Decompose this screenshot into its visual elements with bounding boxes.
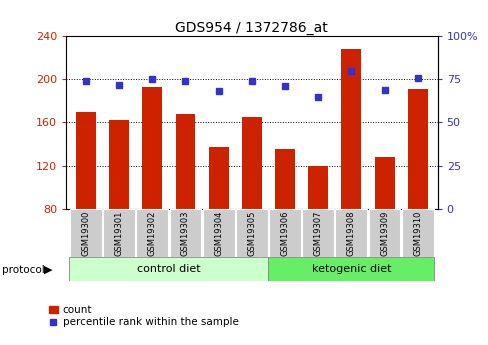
Text: GSM19305: GSM19305 [247,210,256,256]
Text: GSM19300: GSM19300 [81,210,90,256]
Bar [136,209,168,257]
Bar [142,87,162,209]
Bar [401,209,433,257]
Text: ▶: ▶ [43,265,52,275]
Text: GSM19308: GSM19308 [346,210,355,256]
Text: ketogenic diet: ketogenic diet [311,264,390,274]
Legend: count, percentile rank within the sample: count, percentile rank within the sample [49,305,238,327]
Bar [242,117,261,209]
Text: GSM19310: GSM19310 [412,210,421,256]
Text: GSM19302: GSM19302 [147,210,157,256]
Bar [368,209,400,257]
Text: control diet: control diet [137,264,200,274]
Bar [109,120,129,209]
Text: GSM19304: GSM19304 [214,210,223,256]
Bar [69,257,268,281]
Bar [268,257,433,281]
Text: GSM19303: GSM19303 [181,210,189,256]
Bar [335,209,366,257]
Bar [169,209,201,257]
Bar [407,89,427,209]
Bar [76,112,96,209]
Bar [208,147,228,209]
Bar [235,209,267,257]
Title: GDS954 / 1372786_at: GDS954 / 1372786_at [175,21,327,35]
Bar [175,114,195,209]
Bar [341,49,361,209]
Bar [203,209,234,257]
Bar [268,209,300,257]
Bar [103,209,135,257]
Text: GSM19306: GSM19306 [280,210,289,256]
Bar [274,149,294,209]
Text: GSM19301: GSM19301 [114,210,123,256]
Text: protocol: protocol [2,265,45,275]
Bar [70,209,102,257]
Bar [307,166,327,209]
Bar [374,157,394,209]
Text: GSM19307: GSM19307 [313,210,322,256]
Bar [302,209,333,257]
Text: GSM19309: GSM19309 [379,210,388,256]
